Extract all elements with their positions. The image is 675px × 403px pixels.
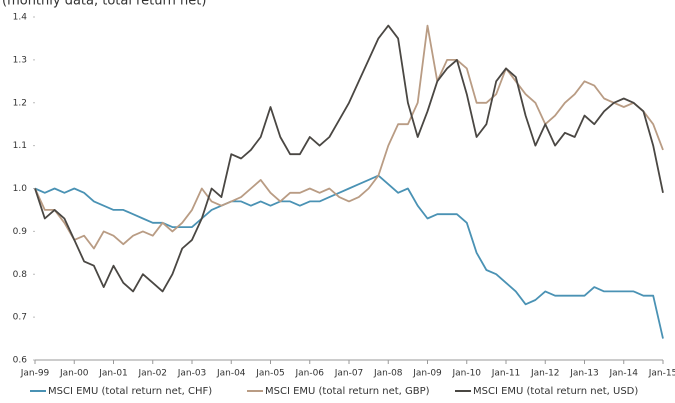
- x-tick-label: Jan-06: [294, 369, 324, 379]
- y-tick-label: 0.7: [13, 313, 27, 323]
- y-tick-label: 1.0: [13, 184, 28, 194]
- legend-label: MSCI EMU (total return net, USD): [473, 386, 638, 397]
- x-tick-label: Jan-04: [216, 369, 246, 379]
- x-tick-label: Jan-14: [608, 369, 638, 379]
- series-line: [34, 174, 664, 339]
- y-tick-label: 1.1: [13, 141, 27, 151]
- x-tick-label: Jan-13: [569, 369, 599, 379]
- y-tick-label: 0.9: [13, 227, 28, 237]
- series-line: [34, 24, 664, 250]
- x-tick-label: Jan-01: [98, 369, 128, 379]
- y-tick-label: 0.6: [13, 356, 28, 366]
- chart-subtitle: (monthly data, total return net): [2, 0, 206, 9]
- x-tick-label: Jan-09: [412, 369, 442, 379]
- y-tick-label: 1.2: [13, 98, 27, 108]
- x-tick-label: Jan-03: [177, 369, 207, 379]
- series-line: [34, 24, 664, 293]
- x-tick-label: Jan-08: [373, 369, 403, 379]
- y-tick-label: 1.4: [13, 13, 28, 23]
- legend-label: MSCI EMU (total return net, CHF): [48, 386, 212, 397]
- x-tick-label: Jan-07: [334, 369, 364, 379]
- x-tick-label: Jan-10: [451, 369, 481, 379]
- x-tick-label: Jan-11: [491, 369, 521, 379]
- x-tick-label: Jan-05: [255, 369, 285, 379]
- y-tick-label: 1.3: [13, 55, 27, 65]
- x-tick-label: Jan-12: [530, 369, 560, 379]
- x-tick-label: Jan-99: [20, 369, 50, 379]
- x-tick-label: Jan-15: [648, 369, 675, 379]
- x-tick-label: Jan-00: [59, 369, 89, 379]
- x-tick-label: Jan-02: [137, 369, 167, 379]
- y-tick-label: 0.8: [13, 270, 28, 280]
- legend-label: MSCI EMU (total return net, GBP): [265, 386, 430, 397]
